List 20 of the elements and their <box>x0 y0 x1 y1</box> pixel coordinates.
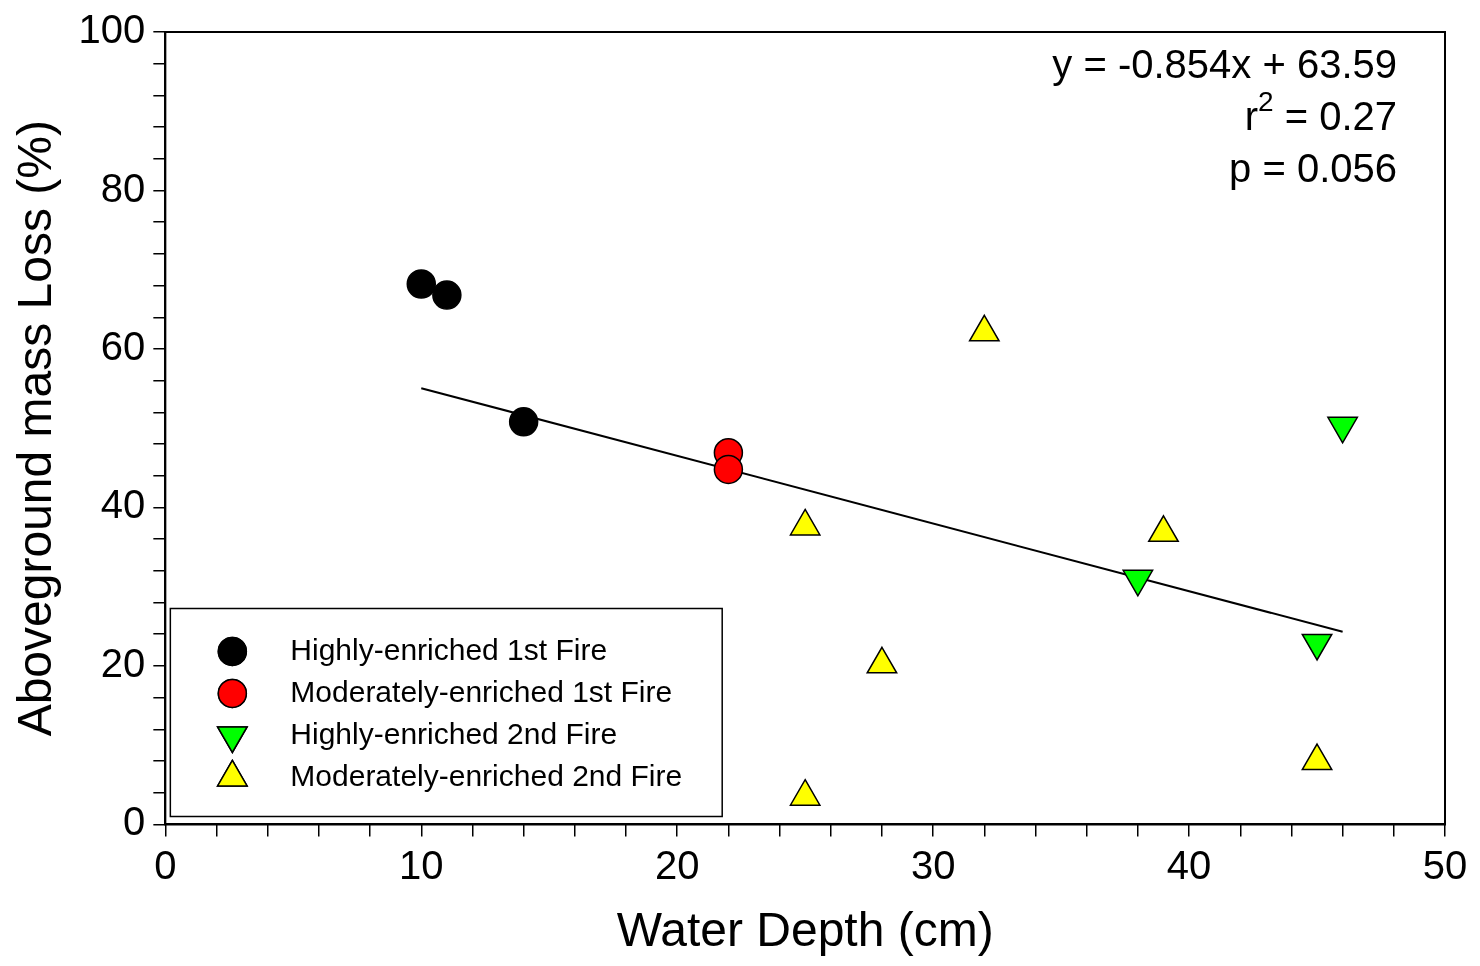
x-tick-label: 30 <box>910 843 956 888</box>
legend-label: Highly-enriched 1st Fire <box>290 632 608 666</box>
y-axis-title: Aboveground mass Loss (%) <box>8 120 62 737</box>
y-tick-label: 60 <box>100 323 146 368</box>
y-tick-label: 100 <box>78 7 146 52</box>
annotation: p = 0.056 <box>1229 146 1398 191</box>
legend-label: Moderately-enriched 1st Fire <box>290 674 673 708</box>
x-tick-label: 10 <box>399 843 444 888</box>
x-tick-label: 50 <box>1422 843 1468 888</box>
y-tick-label: 80 <box>100 165 146 210</box>
x-axis-title: Water Depth (cm) <box>616 903 994 957</box>
legend-label: Highly-enriched 2nd Fire <box>290 716 618 750</box>
x-tick-label: 0 <box>154 843 177 888</box>
y-tick-label: 0 <box>123 799 146 844</box>
x-tick-label: 40 <box>1166 843 1212 888</box>
x-tick-label: 20 <box>654 843 700 888</box>
legend-label: Moderately-enriched 2nd Fire <box>290 758 683 792</box>
y-tick-label: 20 <box>100 640 146 685</box>
y-tick-label: 40 <box>100 482 146 527</box>
annotation: y = -0.854x + 63.59 <box>1052 42 1397 87</box>
